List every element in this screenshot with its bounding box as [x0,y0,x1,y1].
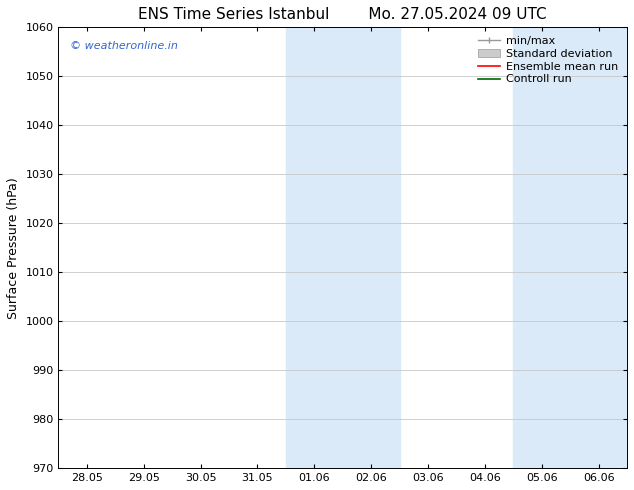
Legend: min/max, Standard deviation, Ensemble mean run, Controll run: min/max, Standard deviation, Ensemble me… [475,33,621,88]
Y-axis label: Surface Pressure (hPa): Surface Pressure (hPa) [7,177,20,318]
Title: ENS Time Series Istanbul        Mo. 27.05.2024 09 UTC: ENS Time Series Istanbul Mo. 27.05.2024 … [138,7,547,22]
Bar [286,27,399,468]
Text: © weatheronline.in: © weatheronline.in [70,41,178,50]
Bar [514,27,627,468]
